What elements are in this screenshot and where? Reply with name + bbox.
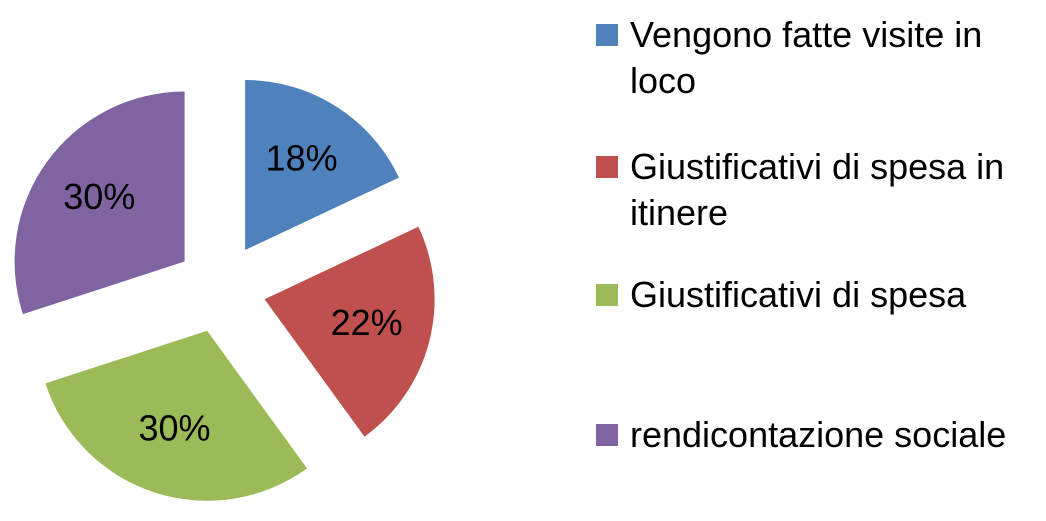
data-label: 30% (138, 408, 210, 449)
data-label: 30% (63, 176, 135, 217)
legend-swatch (596, 284, 618, 306)
pie-slice (264, 226, 435, 437)
pie-slice (14, 91, 185, 315)
legend-swatch (596, 24, 618, 46)
legend-label: Vengono fatte visite in loco (630, 14, 983, 101)
legend-entry: Giustificativi di spesa (596, 272, 1036, 318)
legend-swatch (596, 156, 618, 178)
pie-slice (45, 330, 308, 501)
legend-entry: Giustificativi di spesa in itinere (596, 144, 1036, 236)
legend-entry: rendicontazione sociale (596, 412, 1036, 458)
data-label: 22% (331, 302, 403, 343)
legend-label: Giustificativi di spesa (630, 274, 967, 315)
legend-label: Giustificativi di spesa in itinere (630, 146, 1005, 233)
legend-label: rendicontazione sociale (630, 414, 1007, 455)
pie-slice (245, 80, 399, 251)
pie: 18% 22% 30% 30% (14, 80, 435, 501)
legend-swatch (596, 424, 618, 446)
data-label: 18% (266, 138, 338, 179)
legend-entry: Vengono fatte visite in loco (596, 12, 1036, 104)
